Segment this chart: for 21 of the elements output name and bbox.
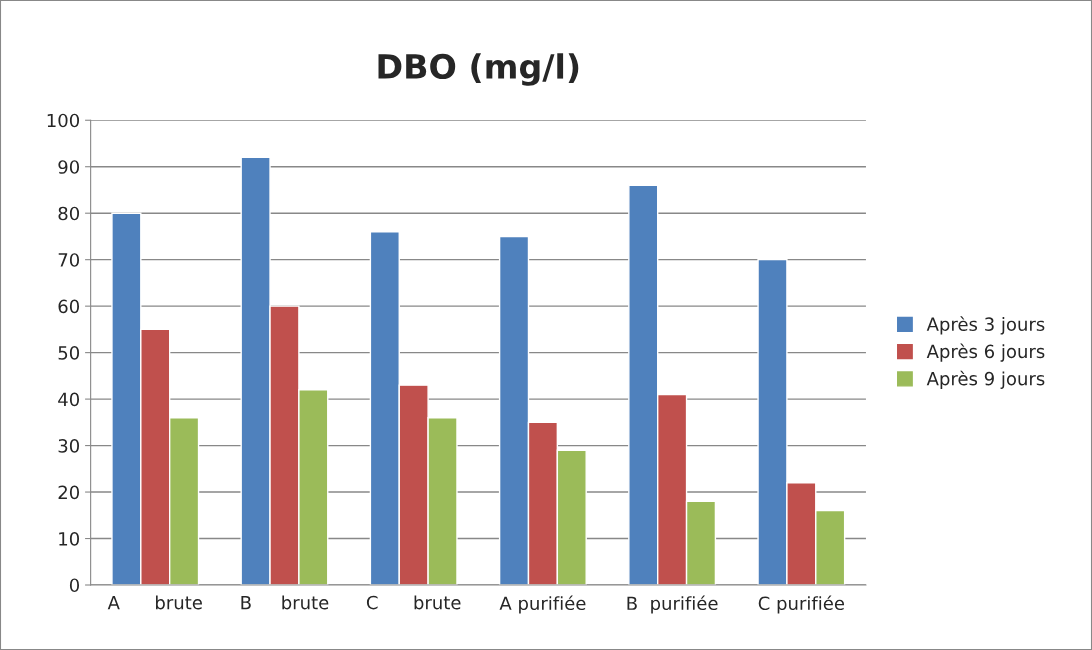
- x-tick-label: C purifiée: [758, 595, 845, 614]
- y-tick-label: 70: [58, 253, 80, 267]
- legend-label: Après 3 jours: [926, 316, 1045, 335]
- x-tick-label: B purifiée: [627, 595, 718, 614]
- legend-label: Après 9 jours: [926, 370, 1045, 389]
- x-tick-label: B brute: [241, 595, 329, 610]
- y-tick-label: 0: [69, 578, 80, 593]
- y-tick-label: 10: [59, 531, 80, 546]
- y-tick-label: 20: [58, 485, 80, 500]
- x-tick-label: A purifiée: [499, 595, 586, 614]
- x-tick-label: A brute: [107, 595, 202, 610]
- y-tick-label: 40: [58, 392, 80, 407]
- chart-title: DBO (mg/l): [378, 53, 579, 86]
- y-tick-label: 50: [58, 346, 80, 360]
- y-tick-label: 60: [58, 299, 80, 314]
- y-tick-label: 90: [58, 160, 80, 174]
- y-tick-label: 100: [47, 113, 80, 128]
- x-tick-label: C brute: [366, 595, 461, 610]
- legend-label: Après 6 jours: [926, 343, 1045, 362]
- y-tick-label: 80: [58, 206, 80, 221]
- y-tick-label: 30: [58, 439, 80, 453]
